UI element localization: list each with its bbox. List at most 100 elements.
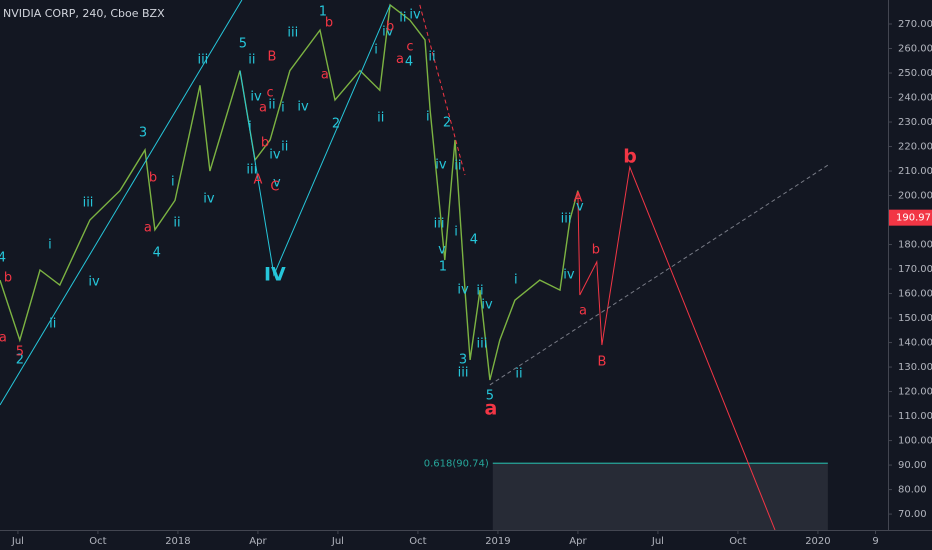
wave-label: iv	[250, 90, 262, 105]
wave-label: 1	[439, 260, 447, 275]
series-line	[577, 165, 776, 530]
wave-label: 3	[459, 352, 467, 367]
wave-label: 3	[139, 126, 147, 141]
wave-label: a	[0, 331, 7, 346]
wave-label: ii	[268, 98, 275, 113]
y-tick-label: 130.00	[898, 362, 932, 373]
y-tick-label: 220.00	[898, 142, 932, 153]
x-tick-label: Apr	[569, 536, 587, 547]
wave-label: A	[573, 190, 582, 205]
y-tick-label: 150.00	[898, 313, 932, 324]
wave-label: c	[267, 86, 274, 101]
wave-label: ii	[49, 316, 56, 331]
wave-label: a	[144, 221, 152, 236]
y-tick-label: 180.00	[898, 240, 932, 251]
series-line	[0, 0, 243, 406]
wave-label: c	[406, 40, 413, 55]
wave-label: ii	[377, 111, 384, 126]
wave-label: iii	[287, 26, 298, 41]
y-tick-label: 270.00	[898, 19, 932, 30]
x-tick-label: Jul	[651, 536, 664, 547]
wave-label: iv	[409, 7, 421, 22]
wave-label: iii	[458, 365, 469, 380]
fib-label: 0.618(90.74)	[424, 458, 489, 469]
wave-label: iii	[246, 163, 257, 178]
x-tick-label: Jul	[11, 536, 24, 547]
wave-label: iii	[476, 337, 487, 352]
wave-label: iv	[297, 100, 309, 115]
wave-label: ii	[173, 215, 180, 230]
wave-label: v	[438, 242, 446, 257]
wave-label: iii	[561, 212, 572, 227]
x-tick-label: 2018	[165, 536, 190, 547]
wave-label: C	[270, 179, 279, 194]
x-tick-label: 2020	[805, 536, 830, 547]
wave-label: b	[386, 19, 394, 34]
last-price-tag	[889, 209, 932, 226]
x-tick-label: 9	[872, 536, 878, 547]
chart-title: NVIDIA CORP, 240, Cboe BZX	[3, 7, 165, 20]
y-tick-label: 100.00	[898, 436, 932, 447]
wave-label: a	[579, 303, 587, 318]
y-tick-label: 210.00	[898, 166, 932, 177]
wave-label: b	[325, 16, 333, 31]
y-tick-label: 90.00	[898, 460, 927, 471]
wave-label: iv	[203, 191, 215, 206]
wave-label: iv	[435, 158, 447, 173]
y-tick-label: 110.00	[898, 411, 932, 422]
y-tick-label: 120.00	[898, 387, 932, 398]
wave-label: 2	[332, 116, 340, 131]
wave-label: A	[253, 173, 262, 188]
wave-label: a	[321, 67, 329, 82]
wave-label: iii	[197, 53, 208, 68]
wave-label: 2	[16, 352, 24, 367]
wave-label: i	[171, 175, 175, 190]
series-line	[419, 4, 466, 176]
wave-label: 1	[319, 5, 327, 20]
wave-label: b	[261, 136, 269, 151]
wave-label: v	[576, 200, 584, 215]
wave-label: ii	[399, 11, 406, 26]
wave-label: a	[484, 397, 497, 419]
last-price-label: 190.97	[896, 213, 931, 224]
wave-label: iii	[83, 195, 94, 210]
wave-label: i	[374, 42, 378, 57]
wave-label: 5	[16, 345, 24, 360]
wave-label: ii	[281, 140, 288, 155]
series-line	[0, 3, 579, 381]
wave-label: iv	[563, 267, 575, 282]
x-tick-label: 2019	[485, 536, 510, 547]
wave-label: v	[273, 176, 281, 191]
wave-label: 5	[239, 37, 247, 52]
y-tick-label: 260.00	[898, 44, 932, 55]
wave-label: iv	[88, 275, 100, 290]
y-tick-label: 160.00	[898, 289, 932, 300]
fib-zone	[492, 463, 828, 530]
wave-label: 4	[153, 246, 161, 261]
wave-label: i	[514, 273, 518, 288]
y-tick-label: 140.00	[898, 338, 932, 349]
wave-label: i	[281, 101, 285, 116]
wave-label: IV	[264, 263, 286, 285]
wave-label: B	[268, 50, 277, 65]
y-tick-label: 80.00	[898, 485, 927, 496]
wave-label: iv	[382, 25, 394, 40]
x-tick-label: Oct	[409, 536, 426, 547]
y-tick-label: 200.00	[898, 191, 932, 202]
wave-label: 4	[405, 54, 413, 69]
x-tick-label: Apr	[249, 536, 267, 547]
wave-label: iv	[457, 283, 469, 298]
wave-label: i	[454, 225, 458, 240]
wave-label: ii	[515, 367, 522, 382]
wave-label: i	[426, 110, 430, 125]
wave-label: 4	[0, 251, 6, 266]
wave-label: iv	[481, 298, 493, 313]
wave-label: 2	[443, 116, 451, 131]
wave-label: iii	[434, 216, 445, 231]
wave-label: ii	[476, 284, 483, 299]
wave-label: ii	[428, 50, 435, 65]
x-tick-label: Oct	[89, 536, 106, 547]
series-line	[239, 4, 391, 277]
y-tick-label: 250.00	[898, 68, 932, 79]
